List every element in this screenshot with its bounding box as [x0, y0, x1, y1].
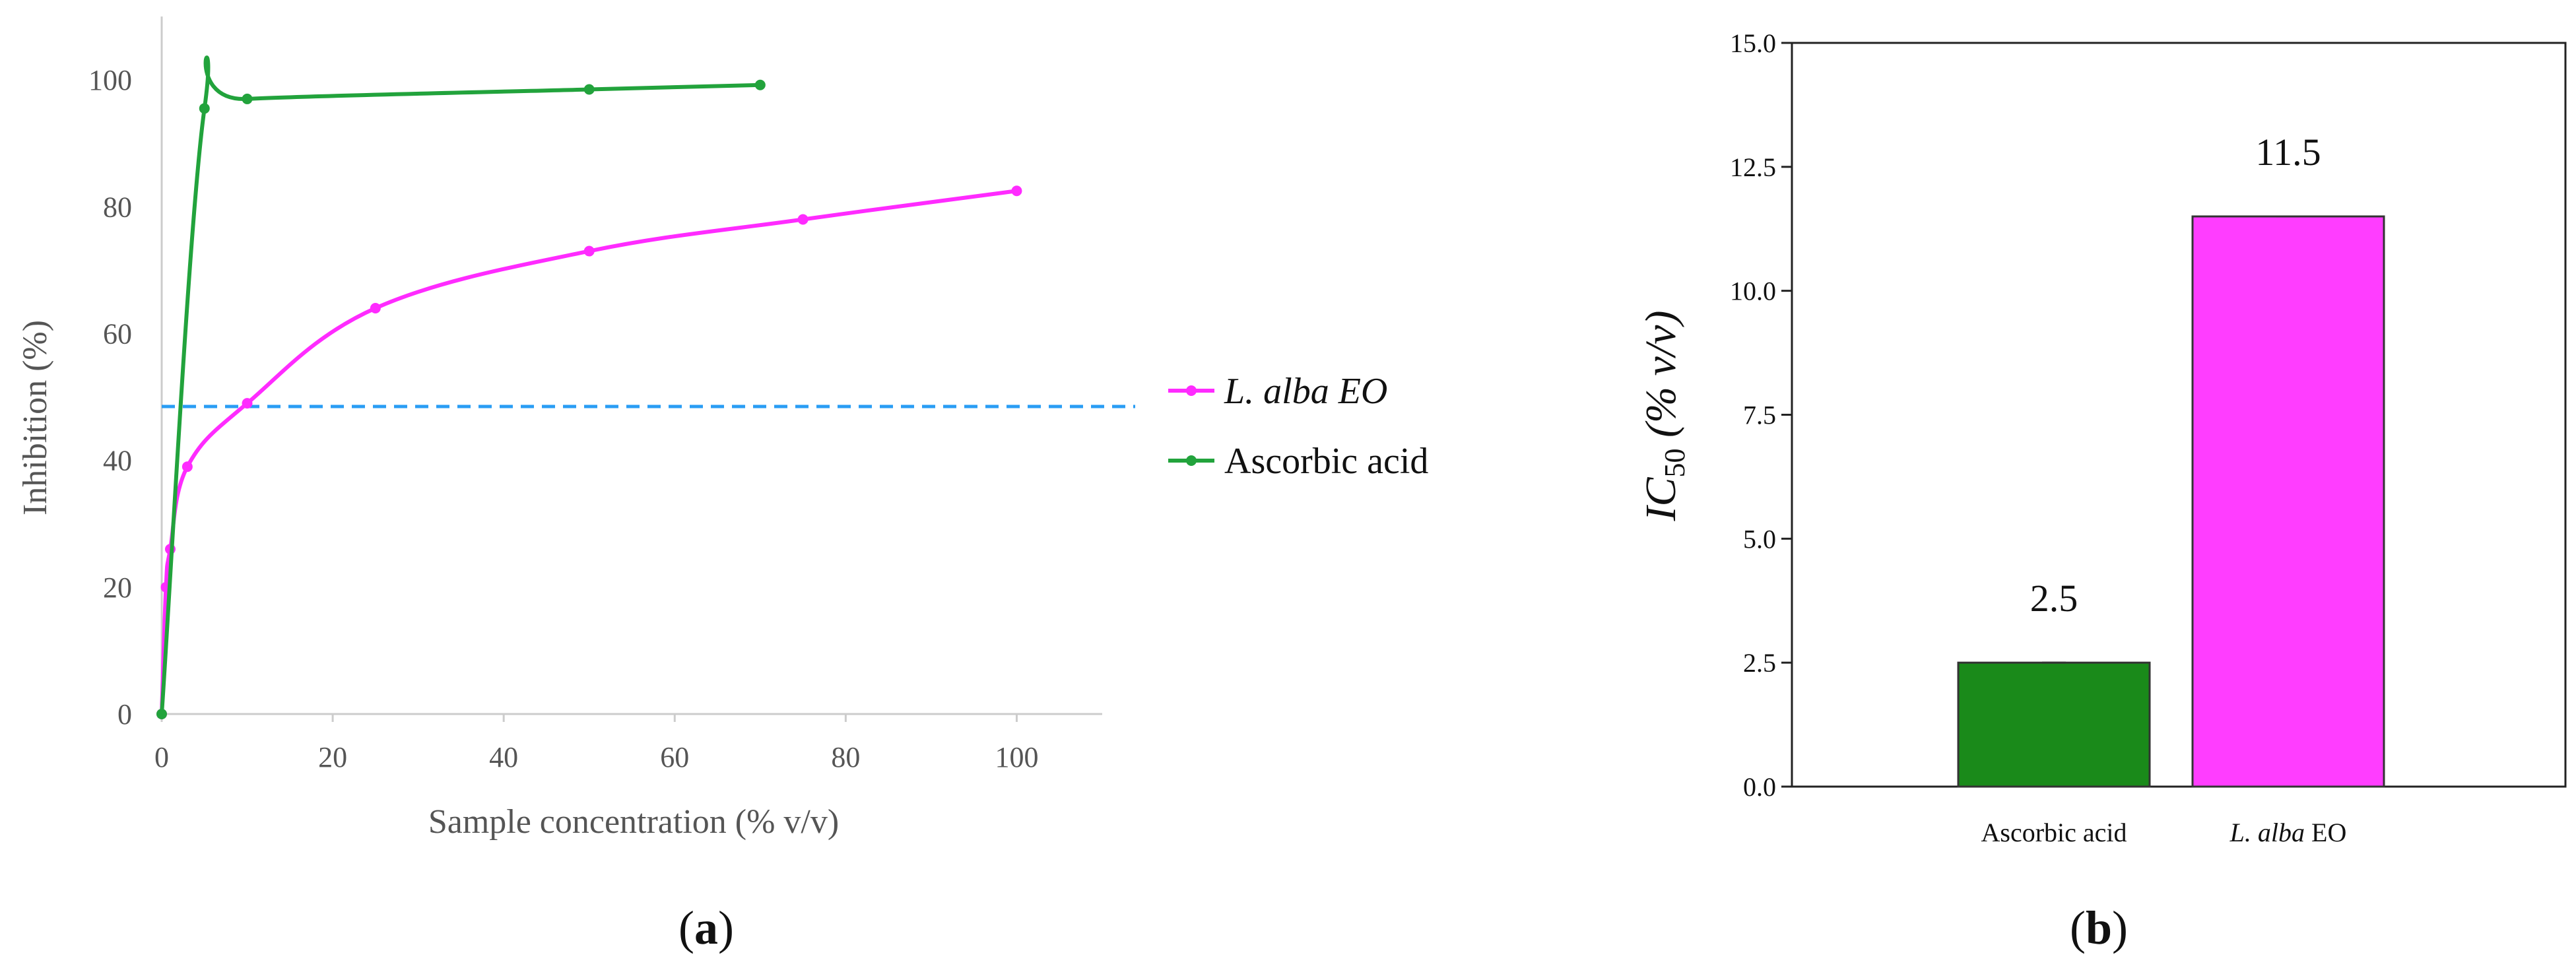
chart-a-x-axis-title: Sample concentration (% v/v): [428, 803, 839, 841]
chart-a-legend: L. alba EO Ascorbic acid: [1168, 371, 1428, 482]
chart-b-y-ticks: 0.0 2.5 5.0 7.5 10.0 12.5 15.0: [1730, 28, 1792, 802]
panel-label-b: (b): [2070, 901, 2128, 954]
chart-a-y-axis-title: Inhibition (%): [17, 320, 54, 515]
chart-a-legend-label: L. alba EO: [1224, 371, 1387, 412]
chart-b-y-tick-label: 5.0: [1743, 524, 1776, 554]
chart-b-bar: [1957, 661, 2151, 788]
chart-a-data-point: [242, 398, 253, 409]
chart-b-x-tick-label: Ascorbic acid: [1981, 818, 2127, 847]
chart-b-y-tick-label: 7.5: [1743, 401, 1776, 430]
chart-a-legend-marker: [1186, 455, 1197, 466]
chart-a-x-ticks: 0 20 40 60 80 100: [154, 714, 1038, 773]
chart-b-y-tick-label: 2.5: [1743, 648, 1776, 678]
chart-a-legend-marker: [1186, 385, 1197, 396]
chart-a-y-tick-label: 0: [117, 698, 132, 731]
chart-b-y-tick-label: 0.0: [1743, 772, 1776, 802]
chart-a-data-point: [242, 93, 253, 104]
chart-b-x-ticks: Ascorbic acid L. alba EO: [1981, 818, 2346, 847]
chart-b-bars: 2.5 11.5: [1957, 131, 2385, 788]
chart-a-data-point: [583, 245, 595, 257]
chart-a-y-tick-label: 40: [103, 445, 132, 477]
chart-a-data-point: [754, 79, 766, 90]
chart-a-data-point: [199, 103, 210, 114]
chart-a-axes: [160, 16, 1102, 715]
chart-a-data-point: [370, 303, 381, 314]
chart-b-y-tick-label: 10.0: [1730, 277, 1776, 306]
chart-a-y-tick-label: 100: [88, 64, 132, 96]
chart-a-x-tick-label: 80: [831, 741, 860, 773]
chart-a-x-tick-label: 60: [660, 741, 689, 773]
chart-a-x-tick-label: 20: [318, 741, 347, 773]
chart-b: 0.0 2.5 5.0 7.5 10.0 12.5 15.0 2.5 11.5 Ascorbi…: [1637, 28, 2567, 954]
chart-a-data-point: [797, 214, 809, 225]
panel-label-a: (a): [678, 901, 734, 954]
chart-a-x-tick-label: 0: [154, 741, 169, 773]
chart-b-value-label: 11.5: [2255, 131, 2321, 174]
chart-b-x-tick-label: L. alba EO: [2229, 818, 2347, 847]
chart-a-x-tick-label: 100: [995, 741, 1038, 773]
chart-b-y-tick-label: 15.0: [1730, 28, 1776, 58]
chart-a-y-ticks: 0 20 40 60 80 100: [88, 64, 132, 731]
chart-b-value-label: 2.5: [2030, 577, 2078, 620]
chart-a-y-tick-label: 20: [103, 571, 132, 604]
chart-a-series-line-0: [160, 189, 1017, 715]
chart-b-y-tick-label: 12.5: [1730, 152, 1776, 182]
chart-a-data-point: [1011, 185, 1022, 197]
chart-b-bar: [2191, 215, 2385, 788]
chart-a-series-line-1: [160, 55, 760, 715]
chart-a-x-tick-label: 40: [489, 741, 518, 773]
chart-b-plot-frame: [1791, 42, 2567, 788]
chart-a-data-point: [156, 709, 167, 719]
chart-a-series: [156, 55, 1022, 719]
chart-a-y-tick-label: 60: [103, 317, 132, 350]
chart-a-legend-label: Ascorbic acid: [1224, 441, 1428, 482]
chart-a: 0 20 40 60 80 100 0 20 40 60 80 100 L. alba EO Asco…: [17, 16, 1428, 954]
chart-a-y-tick-label: 80: [103, 191, 132, 223]
chart-a-data-point: [182, 461, 193, 472]
chart-a-data-point: [583, 84, 595, 95]
chart-b-y-axis-title: IC50 (% v/v): [1637, 311, 1691, 522]
